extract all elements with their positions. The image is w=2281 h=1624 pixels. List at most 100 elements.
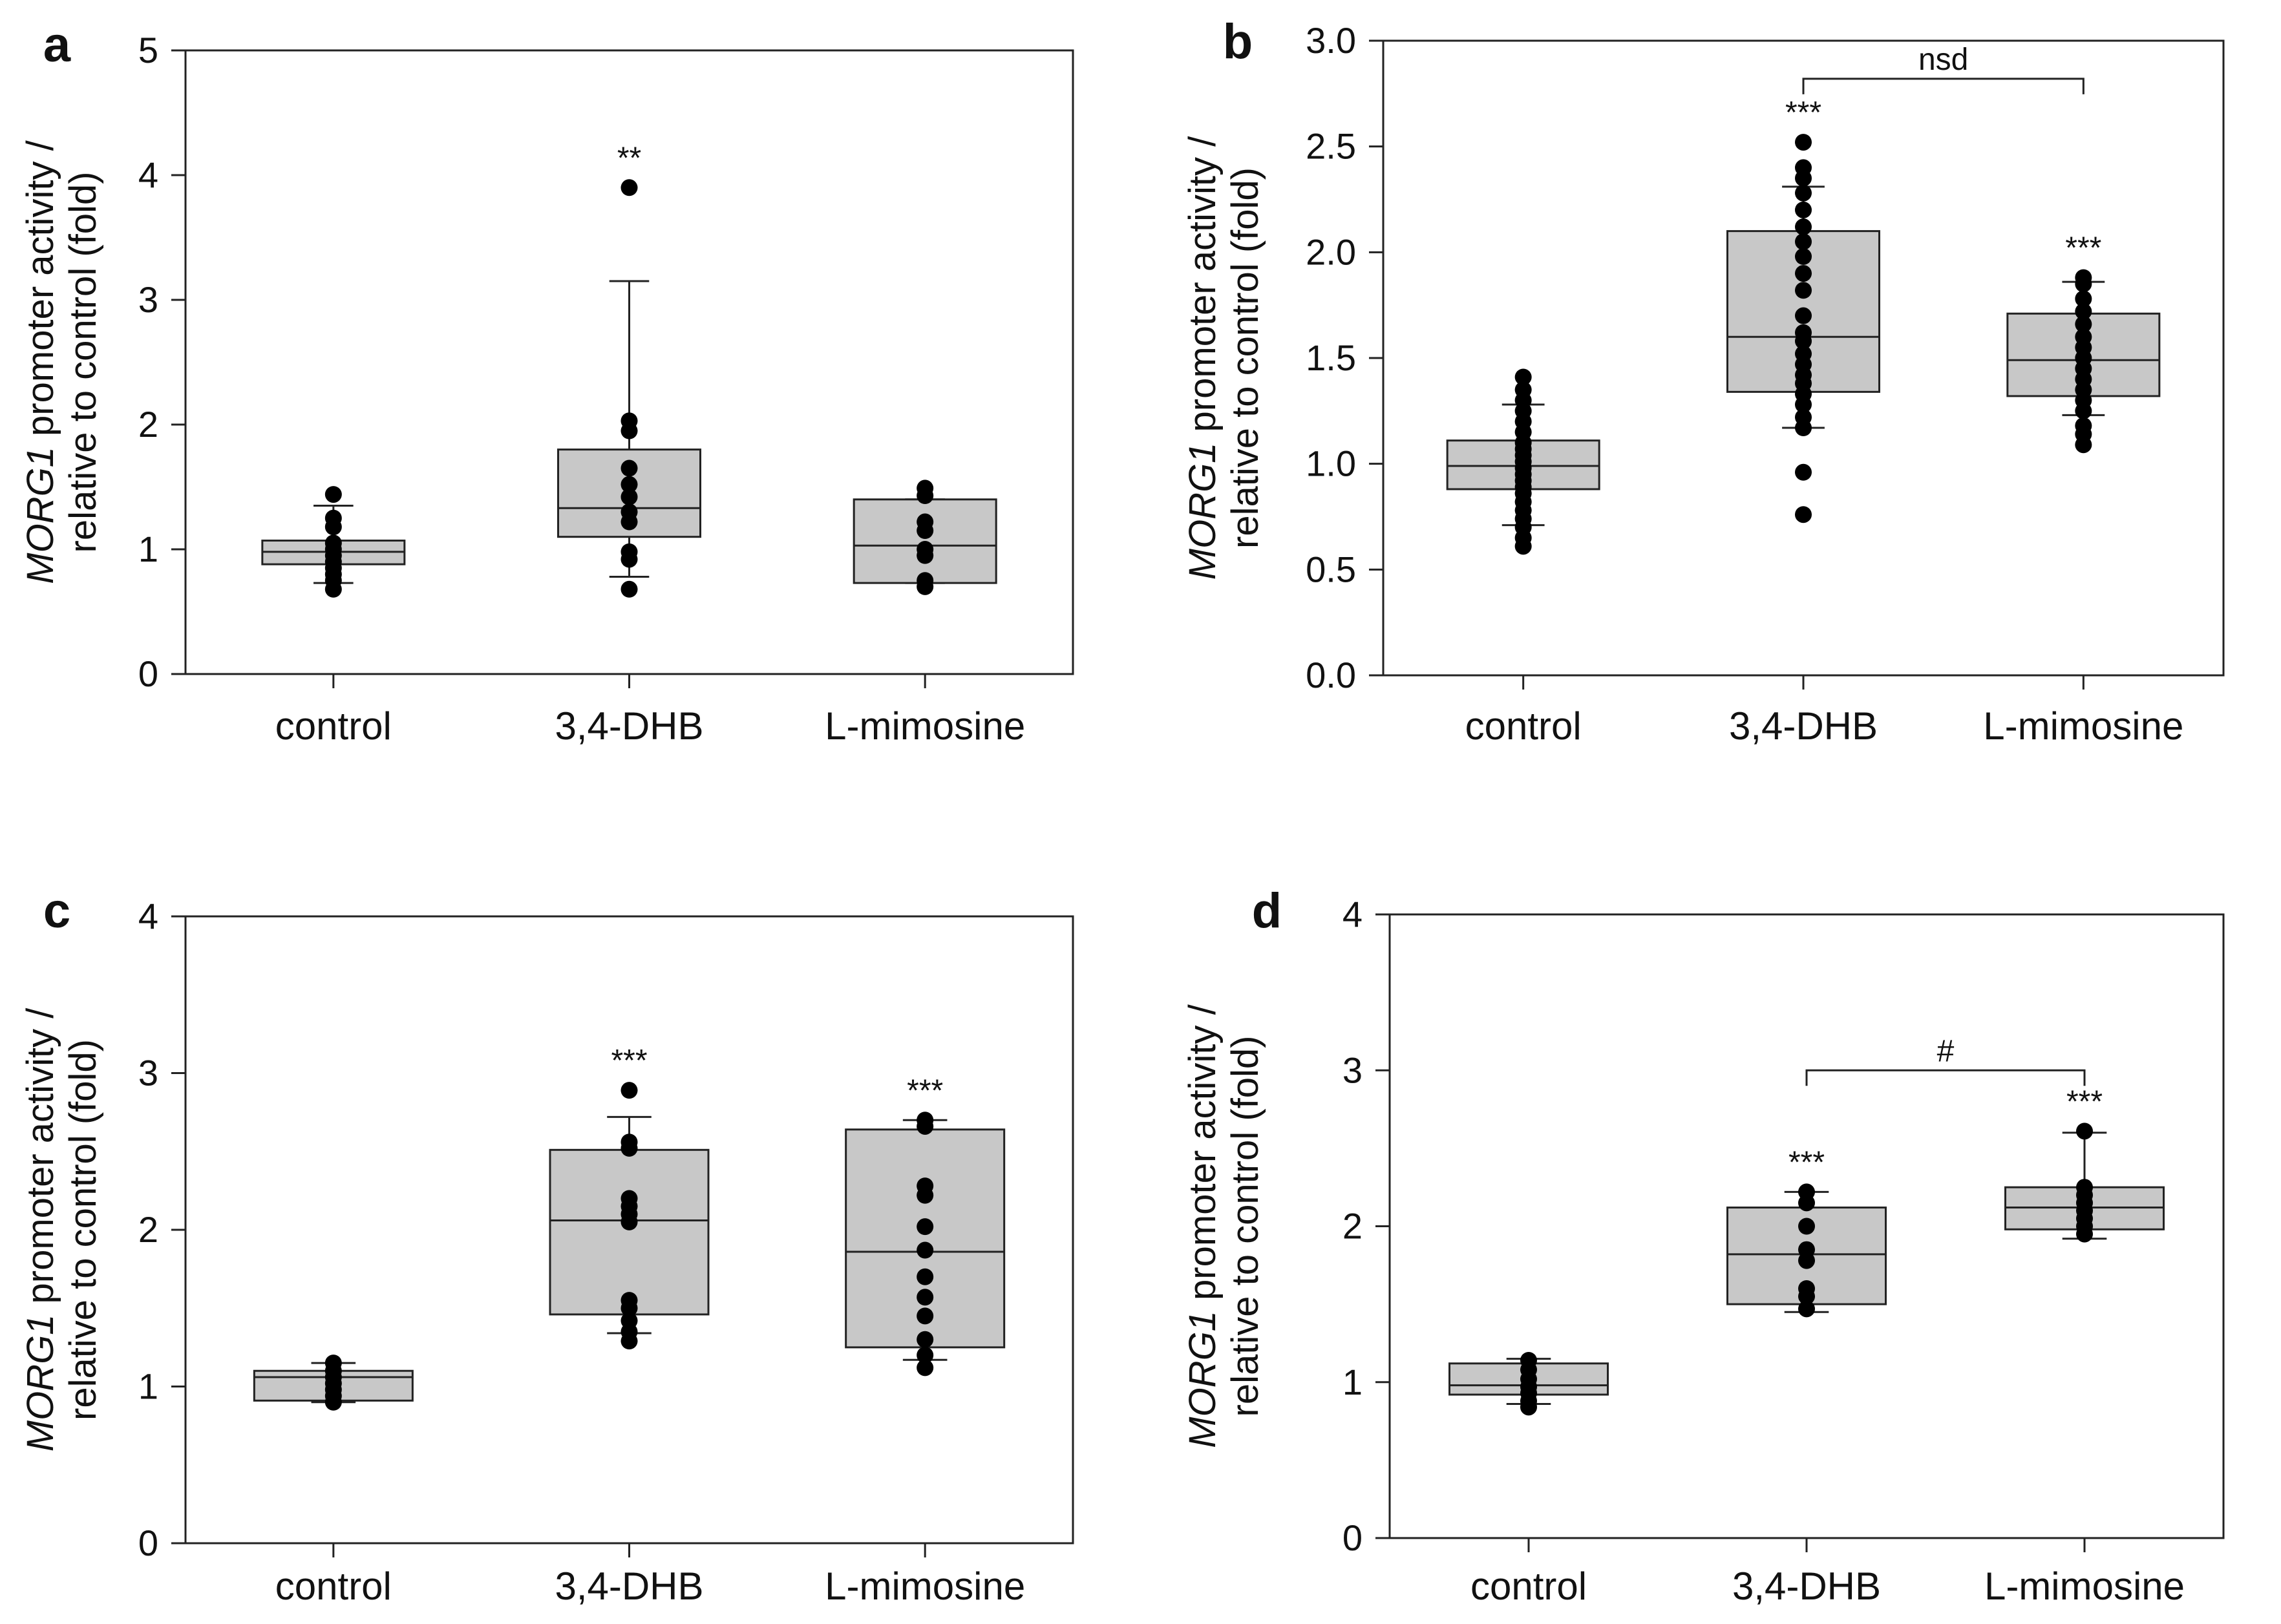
data-point (1798, 1288, 1815, 1305)
box-control: control (1448, 1351, 1609, 1608)
data-point (1795, 506, 1812, 523)
y-tick-label: 2 (138, 404, 158, 445)
bracket-label: # (1937, 1034, 1955, 1068)
category-label: 3,4-DHB (1729, 704, 1878, 748)
data-point (917, 487, 934, 505)
y-axis-label-line1: promoter activity / (19, 140, 61, 447)
data-point (1520, 1398, 1537, 1416)
significance-marker: *** (907, 1073, 943, 1108)
category-label: control (1465, 704, 1582, 748)
data-point (621, 580, 638, 598)
y-axis-label-line2: relative to control (fold) (62, 172, 104, 553)
comparison-bracket: # (1805, 1034, 2086, 1086)
y-tick-label: 3 (138, 1053, 158, 1093)
data-point (2075, 275, 2092, 293)
data-point (917, 1331, 934, 1348)
category-label: control (275, 704, 392, 748)
y-tick-label: 2.0 (1306, 231, 1356, 272)
data-point (2075, 402, 2092, 419)
y-axis-label-line1: promoter activity / (19, 1007, 61, 1314)
y-axis-label-gene: MORG1 (1182, 1311, 1224, 1448)
box-control: control (253, 1355, 414, 1608)
panel-label: a (43, 17, 71, 72)
box-3,4-DHB: 3,4-DHB *** (549, 1044, 710, 1608)
data-point (2075, 315, 2092, 333)
data-point (1795, 248, 1812, 265)
data-point (917, 1218, 934, 1236)
y-axis-label-line2: relative to control (fold) (62, 1039, 104, 1420)
data-point (917, 1359, 934, 1376)
data-point (1514, 368, 1532, 386)
bracket-line (1805, 1069, 2086, 1086)
data-point (1795, 332, 1812, 350)
data-point (621, 179, 638, 196)
y-tick-label: 1.0 (1306, 443, 1356, 484)
data-point (917, 1241, 934, 1259)
data-point (1798, 1194, 1815, 1212)
y-axis-label-line2: relative to control (fold) (1224, 1036, 1266, 1417)
y-axis-label: MORG1 promoter activity /relative to con… (1182, 1004, 1266, 1448)
data-point (917, 578, 934, 595)
y-axis-label: MORG1 promoter activity /relative to con… (19, 140, 104, 584)
data-point (917, 1289, 934, 1306)
data-point (917, 1117, 934, 1135)
y-tick-label: 3 (1342, 1049, 1363, 1090)
category-label: control (1470, 1565, 1587, 1608)
data-point (1795, 201, 1812, 218)
box-L-mimosine: L-mimosine *** (1983, 231, 2183, 748)
y-tick-label: 1.5 (1306, 337, 1356, 378)
data-point (324, 580, 342, 598)
box-L-mimosine: L-mimosine *** (825, 1073, 1025, 1608)
category-label: L-mimosine (1984, 1565, 2185, 1608)
y-tick-label: 1 (138, 1366, 158, 1407)
data-point (917, 547, 934, 564)
y-tick-label: 0.0 (1306, 655, 1356, 695)
data-point (1795, 265, 1812, 282)
category-label: L-mimosine (1983, 704, 2183, 748)
data-point (1795, 233, 1812, 250)
data-point (324, 518, 342, 536)
data-point (917, 1347, 934, 1364)
y-axis-label-gene: MORG1 (1182, 443, 1224, 580)
y-tick-label: 4 (138, 896, 158, 936)
data-point (2076, 1123, 2093, 1140)
category-label: L-mimosine (825, 1565, 1025, 1608)
panel-a: a 0 1 2 3 4 5 MORG1 promoter activity /relative… (19, 17, 1074, 748)
data-point (1798, 1252, 1815, 1269)
y-tick-label: 5 (138, 30, 158, 70)
data-point (1798, 1218, 1815, 1235)
category-label: 3,4-DHB (555, 704, 703, 748)
data-point (2075, 302, 2092, 320)
significance-marker: *** (2065, 231, 2101, 266)
data-point (1798, 1300, 1815, 1318)
data-point (1795, 184, 1812, 202)
data-point (1795, 419, 1812, 437)
significance-marker: *** (611, 1044, 647, 1078)
box-control: control (1446, 368, 1600, 748)
y-tick-label: 0.5 (1306, 549, 1356, 589)
data-point (621, 1139, 638, 1157)
y-axis-label: MORG1 promoter activity /relative to con… (1182, 136, 1266, 580)
box-3,4-DHB: 3,4-DHB *** (1726, 1145, 1887, 1608)
data-point (621, 422, 638, 439)
panel-c: c 0 1 2 3 4 MORG1 promoter activity /relative … (19, 883, 1074, 1608)
data-point (1795, 463, 1812, 481)
box-L-mimosine: L-mimosine (825, 480, 1025, 748)
data-point (2076, 1225, 2093, 1243)
significance-marker: ** (617, 141, 641, 175)
data-point (1514, 538, 1532, 555)
box-control: control (261, 486, 406, 748)
y-tick-label: 3.0 (1306, 20, 1356, 61)
data-point (917, 522, 934, 540)
data-point (2075, 436, 2092, 454)
data-point (621, 551, 638, 568)
panel-d: d 0 1 2 3 4 MORG1 promoter activity /relative … (1182, 883, 2225, 1608)
y-axis-label: MORG1 promoter activity /relative to con… (19, 1007, 104, 1451)
panel-b: b 0.0 0.5 1.0 1.5 2.0 2.5 3.0 MORG1 promoter act… (1182, 14, 2225, 748)
data-point (324, 486, 342, 503)
iqr-box (549, 1148, 710, 1316)
panel-label: c (43, 883, 70, 938)
significance-marker: *** (1788, 1145, 1825, 1179)
y-tick-label: 0 (138, 653, 158, 694)
